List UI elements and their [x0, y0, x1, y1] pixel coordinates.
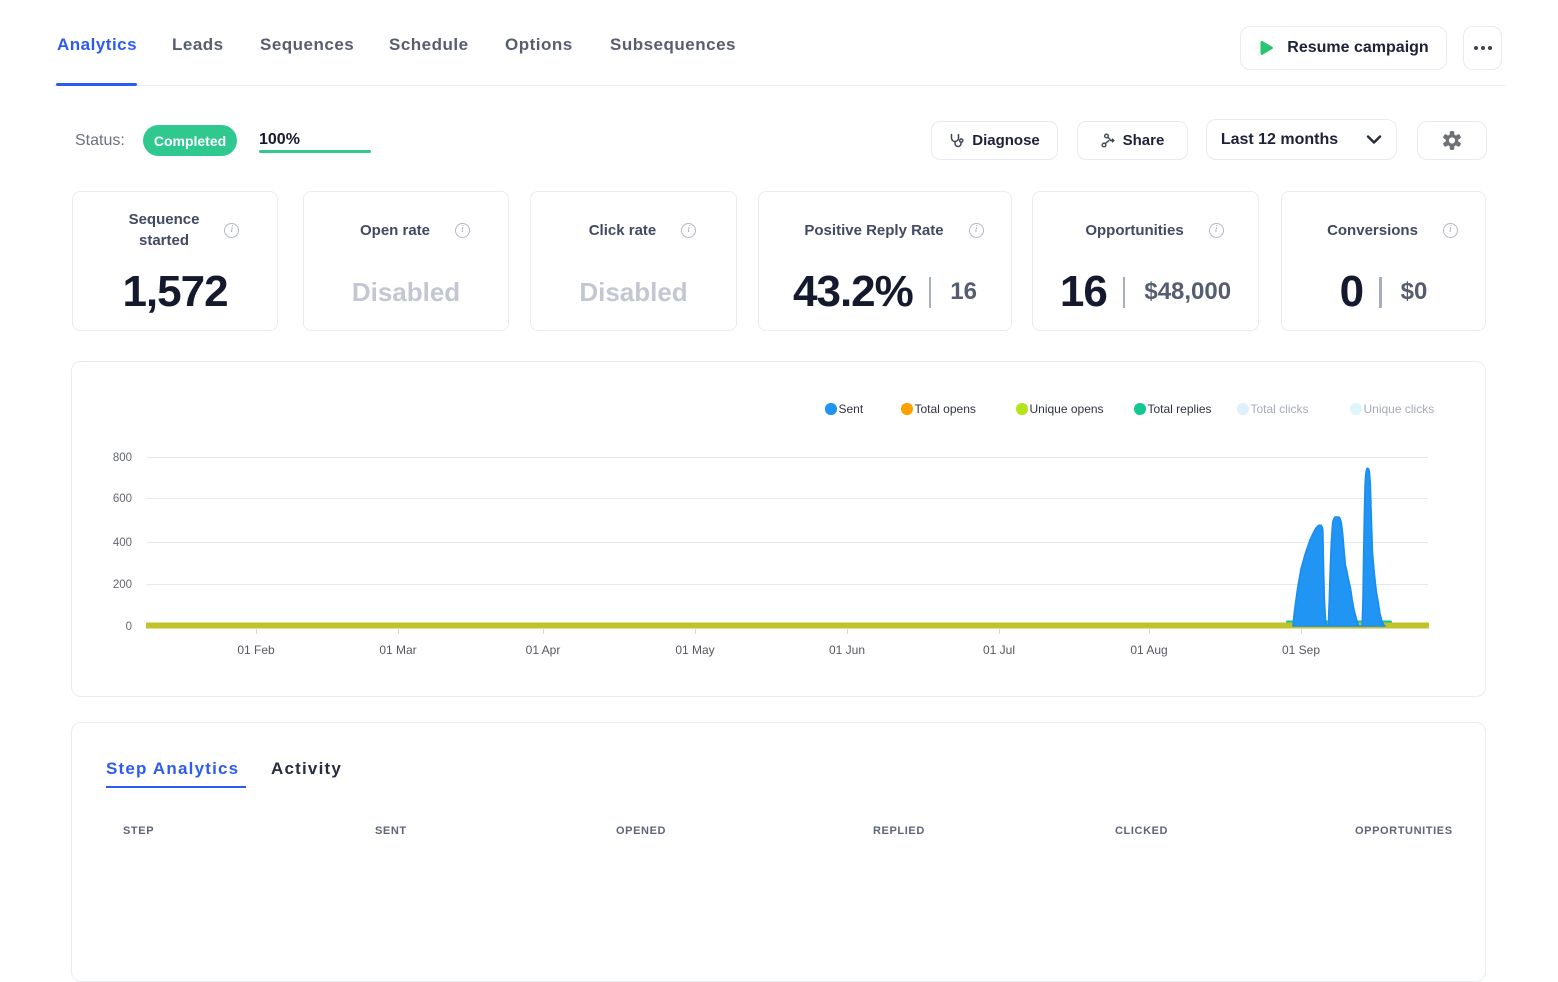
svg-text:01 May: 01 May — [675, 643, 714, 657]
svg-text:01 Jul: 01 Jul — [983, 643, 1015, 657]
svg-text:01 Jun: 01 Jun — [829, 643, 865, 657]
svg-text:01 Apr: 01 Apr — [526, 643, 561, 657]
svg-text:800: 800 — [113, 452, 132, 464]
svg-text:01 Sep: 01 Sep — [1282, 643, 1320, 657]
svg-text:01 Mar: 01 Mar — [379, 643, 416, 657]
svg-text:200: 200 — [113, 579, 132, 591]
svg-text:0: 0 — [126, 621, 132, 633]
svg-text:01 Aug: 01 Aug — [1130, 643, 1167, 657]
svg-text:01 Feb: 01 Feb — [237, 643, 275, 657]
svg-text:400: 400 — [113, 537, 132, 549]
svg-text:600: 600 — [113, 493, 132, 505]
